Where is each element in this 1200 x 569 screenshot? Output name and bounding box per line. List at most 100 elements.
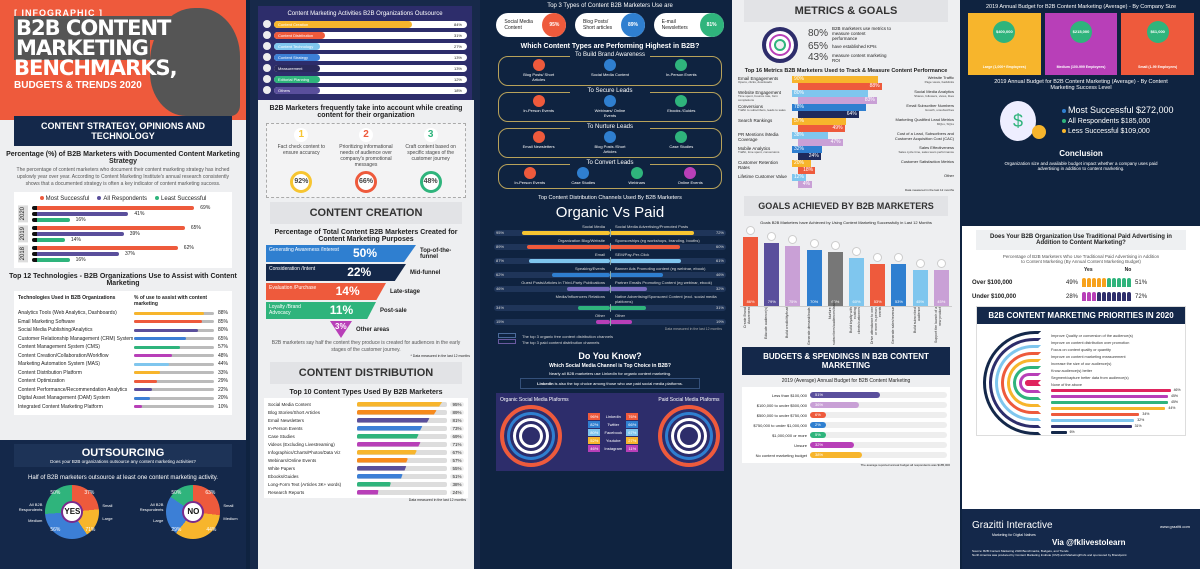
goal-column: 75% (785, 225, 801, 306)
goal-label: Support the launch of a new product (933, 307, 942, 344)
paid-bar (610, 287, 648, 291)
activity-fill: Measurement (274, 64, 321, 72)
person-icon (1107, 278, 1112, 287)
channel-track: 95% 72% (494, 229, 726, 237)
group-items: Email Newsletters Blog Posts /Short Artic… (503, 131, 717, 154)
content-type-value: 24% (450, 489, 464, 495)
priority-label: Improve on content marketing measurement (1051, 355, 1126, 359)
organic-bar (596, 320, 610, 324)
priority-bar (1051, 407, 1166, 410)
goal-column: 45% (933, 225, 949, 306)
priority-arc (1013, 366, 1041, 400)
metric-row: Customer Retention Rates 20% 18% Customer S… (738, 159, 954, 174)
consideration-gauge: 92% (290, 171, 313, 193)
priority-label: Improve on content distribution over pro… (1051, 341, 1130, 345)
bysuccess: $ Most Successful $272,000 All Respondent… (962, 95, 1200, 145)
goal-icon (830, 240, 840, 250)
content-type-row: White Papers 55% (268, 464, 464, 472)
brand-logo: Grazitti Interactive (972, 520, 1053, 531)
content-type-label: Webinars/ Online Events (594, 108, 626, 118)
content-type-item: Blog Posts /Short Articles (590, 131, 630, 154)
outsourcing-donuts: All B2B Respondents Medium YES 50% 37% 71% 56%… (0, 485, 246, 539)
tech-label: Analytics Tools (Web Analytics, Dashboar… (18, 310, 117, 317)
outsourcing-section: OUTSOURCING Does your B2B organizations … (0, 440, 246, 569)
tech-track (134, 396, 214, 400)
goal-icon (767, 231, 777, 241)
content-type-label: Videos (Excluding Livestreaming) (268, 441, 335, 447)
bar-value: 69% (200, 205, 211, 211)
tech-bar (134, 311, 205, 315)
paid-label: Native Advertising/Sponsored Content (ex… (615, 294, 717, 304)
goal-label: Create Brand Awareness (743, 307, 752, 328)
center-divider (610, 271, 611, 279)
brand-tagline: Marketing for Digital Natives (992, 533, 1036, 537)
budget-bar: 36% (810, 402, 860, 408)
tech-track (134, 371, 214, 375)
organic-platform-pct: 82% (588, 420, 601, 428)
tech-bar (134, 345, 180, 349)
content-type-label: Infographics/Charts/Photos/Data Viz (268, 449, 341, 455)
hero-header: [ INFOGRAPHIC ] B2B CONTENT MARKETING BE… (0, 0, 246, 120)
tech-value: 48% (217, 352, 228, 359)
donut-yes: All B2B Respondents Medium YES 50% 37% 71% 56%… (8, 485, 113, 539)
person-icon (1102, 278, 1107, 287)
metric-right-sub: Sales cycle time, sales team performance (898, 149, 954, 154)
person-icon (1122, 292, 1127, 301)
channel-track: 46% 32% (494, 285, 726, 293)
channel-labels: Organization Blog/Website Sponsorships (e… (490, 238, 730, 243)
metrics-title: Top 16 Metrics B2B Marketers Used to Tra… (744, 68, 948, 74)
funnel-stage-label: Top-of-the-funnel (420, 247, 452, 260)
content-type-bar (357, 433, 420, 439)
section-banner-creation: CONTENT CREATION (270, 202, 462, 224)
paid-value: 61% (715, 258, 724, 263)
person-icon (1102, 292, 1107, 301)
outsourcing-subtitle: Half of B2B marketers outsource at least… (28, 475, 218, 481)
budget-chart: Less than $100,000 51% $100,000 to under $… (742, 387, 950, 463)
content-type-label: Blog Posts/ Short Articles (523, 72, 555, 82)
priority-value: 45% (1171, 400, 1179, 404)
activity-icon (263, 42, 271, 50)
activity-bar: Content Technology 27% (274, 42, 467, 50)
group-items: In-Person Events Webinars/ Online Events E… (503, 95, 717, 118)
metric-right: Email Subscriber Numbers Growth, unsubscr… (888, 103, 954, 112)
tech-track (134, 311, 214, 315)
priority-value: 6% (1069, 430, 1075, 434)
activity-value: 84% (453, 21, 462, 27)
channel-row: Guest Posts/Articles in Third-Party Publ… (490, 280, 730, 293)
content-type-row: Ebooks/Guides 51% (268, 472, 464, 480)
paid-platform-pct: 66% (626, 420, 639, 428)
budget-bar: 5% (810, 432, 827, 438)
channel-track: 34% 31% (494, 304, 726, 312)
budget-track: 32% (810, 442, 947, 448)
people-icons (1082, 278, 1132, 287)
paidads-sub: Percentage of B2B Marketers Who Use Trad… (1002, 254, 1160, 264)
donut-pct: 29% (171, 527, 182, 533)
performing-group: To Convert Leads In-Person Events Case Stu… (498, 160, 722, 189)
organic-value: 62% (496, 272, 505, 277)
strategy-bar: 37% (32, 251, 135, 257)
content-type-track (357, 465, 447, 471)
goal-bar: 53% (870, 263, 886, 306)
donut-label: Large (102, 516, 113, 521)
person-icon (1082, 278, 1087, 287)
person-icon (1087, 292, 1092, 301)
top3-label: Blog Posts/ Short articles (582, 19, 613, 31)
year-group: 2019 65% 39% 14% (18, 224, 228, 244)
goal-label: Build credibility/trust (785, 307, 790, 339)
goals-title: Goals B2B Marketers have Achieved by Usi… (760, 220, 932, 225)
paidads-row: Over $100,000 49% 51% (972, 278, 1190, 287)
budget-label: $750,000 to under $1,000,000 (753, 422, 807, 428)
brand-url[interactable]: www.grazitti.com (1159, 523, 1190, 529)
content-type-item: Social Media Content (590, 59, 630, 82)
donut-pct: 44% (206, 527, 217, 533)
paid-label: Sponsorships (eg workshops, branding, bo… (615, 238, 700, 243)
tech-value: 10% (217, 403, 228, 410)
content-type-bar (357, 441, 421, 447)
tech-row: Integrated Content Marketing Platform 10% (18, 403, 228, 412)
content-type-icon (675, 131, 688, 143)
content-type-item: Blog Posts/ Short Articles (519, 59, 559, 82)
activity-value: 18% (453, 87, 462, 93)
organic-rings-chart (500, 405, 562, 467)
donut-labels: All B2B Respondents Medium (8, 496, 43, 529)
legend-item: Most Successful (39, 196, 89, 202)
